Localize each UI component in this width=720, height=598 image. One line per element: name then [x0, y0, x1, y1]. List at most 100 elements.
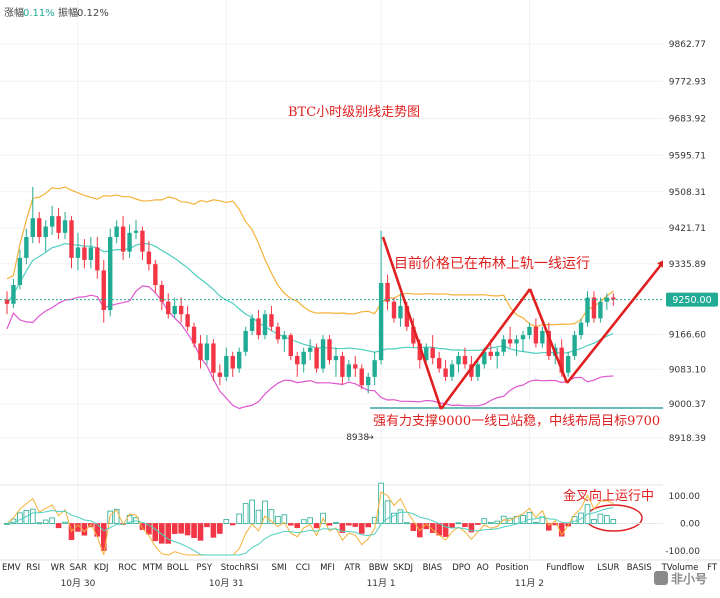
- change-value: 0.11%: [23, 8, 55, 19]
- candle-body: [172, 305, 177, 315]
- annotation-support: 强有力支撑9000一线已站稳，中线布局目标9700: [373, 413, 660, 429]
- oscillator-bar: [242, 503, 249, 524]
- price-tick-label: 9000.37: [669, 400, 706, 410]
- indicator-tab-smi[interactable]: SMI: [272, 563, 287, 573]
- candle-body: [346, 364, 352, 377]
- candle: [237, 347, 242, 373]
- candle: [320, 335, 326, 373]
- indicator-tab-psy[interactable]: PSY: [196, 563, 213, 573]
- indicator-tab-emv[interactable]: EMV: [2, 563, 21, 573]
- candle-body: [540, 330, 545, 344]
- candle: [146, 241, 152, 271]
- indicator-tab-dpo[interactable]: DPO: [452, 563, 471, 573]
- candle-body: [269, 314, 274, 327]
- indicator-tab-lsur[interactable]: LSUR: [597, 563, 619, 573]
- oscillator-bar: [326, 523, 333, 526]
- oscillator-bar: [481, 518, 488, 524]
- indicator-tab-bbw[interactable]: BBW: [369, 563, 389, 573]
- oscillator-bar: [462, 523, 468, 528]
- candle-body: [398, 305, 403, 319]
- candle-body: [359, 368, 364, 386]
- candle: [585, 291, 590, 327]
- candle-body: [153, 264, 158, 286]
- candle: [37, 211, 42, 244]
- indicator-tab-basis[interactable]: BASIS: [627, 563, 652, 573]
- candle-body: [546, 330, 551, 356]
- indicator-tab-roc[interactable]: ROC: [118, 563, 137, 573]
- candle-body: [230, 355, 235, 369]
- oscillator-bar: [139, 523, 146, 530]
- candle-body: [88, 247, 94, 260]
- oscillator-bar: [268, 509, 275, 524]
- indicator-tab-tvolume[interactable]: TVolume: [661, 563, 699, 573]
- oscillator-bar: [152, 523, 159, 542]
- candle: [133, 220, 139, 240]
- indicator-tab-wr[interactable]: WR: [51, 563, 65, 573]
- oscillator-bar: [307, 517, 313, 524]
- oscillator-bar: [410, 523, 417, 531]
- oscillator-bar: [249, 499, 255, 524]
- candle-body: [211, 343, 216, 373]
- candle-body: [488, 351, 493, 356]
- oscillator-pane: [0, 482, 663, 556]
- indicator-tab-stochrsi[interactable]: StochRSI: [221, 563, 259, 573]
- price-axis-bg: [663, 0, 720, 560]
- indicator-tab-skdj[interactable]: SKDJ: [393, 563, 413, 573]
- candle: [217, 364, 223, 386]
- indicator-tab-mfi[interactable]: MFI: [320, 563, 335, 573]
- candle: [4, 291, 10, 315]
- candle: [153, 259, 158, 294]
- oscillator-bar: [191, 523, 197, 539]
- price-tick-label: 9683.92: [669, 114, 706, 124]
- oscillator-tick-label: -100.00: [665, 547, 700, 557]
- candle: [333, 347, 339, 377]
- candle-body: [217, 372, 223, 377]
- candle-body: [591, 297, 597, 319]
- candle: [301, 347, 306, 373]
- candle: [372, 351, 377, 386]
- oscillator-bar: [217, 523, 223, 534]
- candle-body: [507, 339, 513, 344]
- price-tick-label: 8918.39: [669, 434, 706, 444]
- price-axis[interactable]: 9862.77 9772.93 9683.92 9595.71 9508.31 9421.…: [669, 40, 706, 444]
- indicator-tab-boll[interactable]: BOLL: [167, 563, 189, 573]
- candle: [224, 347, 229, 382]
- candle-body: [436, 358, 442, 369]
- indicator-tab-position[interactable]: Position: [496, 563, 529, 573]
- candle: [540, 326, 545, 348]
- candle: [443, 360, 448, 382]
- candle-body: [565, 355, 571, 373]
- candle-body: [275, 326, 281, 340]
- indicator-tab-kdj[interactable]: KDJ: [94, 563, 109, 573]
- candle: [398, 293, 403, 327]
- indicator-tab-fundflow[interactable]: Fundflow: [546, 563, 584, 573]
- candle-body: [424, 347, 429, 361]
- candle-body: [82, 247, 87, 260]
- indicator-tab-ao[interactable]: AO: [477, 563, 490, 573]
- chart-title: BTC小时级别线走势图: [288, 104, 420, 120]
- indicator-tab-rsi[interactable]: RSI: [26, 563, 40, 573]
- indicator-tab-bias[interactable]: BIAS: [423, 563, 443, 573]
- oscillator-bar: [165, 523, 172, 544]
- indicator-tab-sar[interactable]: SAR: [70, 563, 87, 573]
- oscillator-bar: [597, 513, 604, 524]
- current-price-label: 9250.00: [672, 295, 711, 306]
- price-tick-label: 9862.77: [669, 40, 706, 50]
- indicator-tab-ft[interactable]: FT: [707, 563, 718, 573]
- candle: [88, 237, 94, 269]
- candle: [591, 291, 597, 323]
- indicator-tab-cci[interactable]: CCI: [296, 563, 310, 573]
- oscillator-bar: [178, 523, 184, 534]
- date-label: 11月 2: [515, 578, 544, 589]
- oscillator-bar: [546, 523, 552, 531]
- candle-body: [501, 339, 506, 352]
- candle-body: [56, 216, 61, 233]
- oscillator-bar: [365, 523, 371, 528]
- indicator-tab-atr[interactable]: ATR: [344, 563, 360, 573]
- oscillator-bar: [223, 519, 230, 524]
- oscillator-bar: [236, 513, 243, 524]
- candle: [211, 339, 216, 382]
- candle: [527, 322, 532, 340]
- indicator-tab-mtm[interactable]: MTM: [143, 563, 163, 573]
